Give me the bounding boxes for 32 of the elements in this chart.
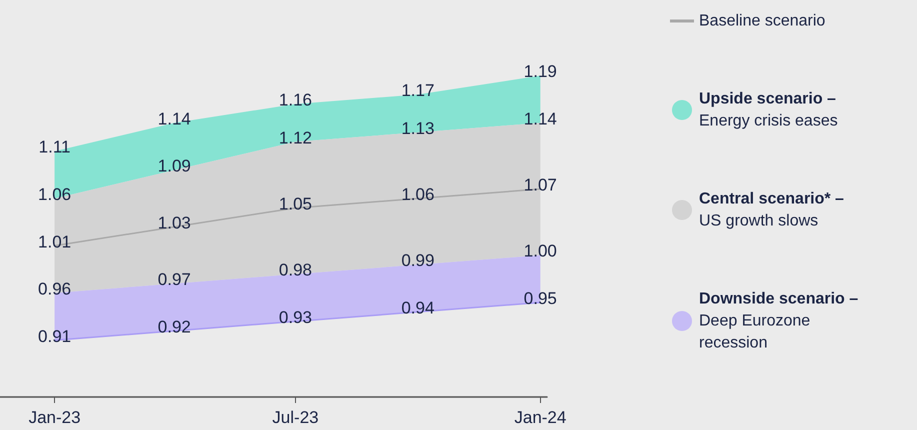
data-label: 1.06 — [38, 185, 72, 204]
data-label: 1.09 — [158, 156, 191, 176]
data-label: 1.14 — [524, 109, 557, 128]
data-label: 1.13 — [401, 118, 434, 138]
x-tick-label: Jan-24 — [514, 408, 566, 427]
data-label: 0.99 — [401, 251, 434, 270]
legend-label: Baseline scenario — [699, 12, 826, 30]
data-label: 0.97 — [158, 270, 191, 290]
data-label: 1.11 — [38, 138, 70, 157]
data-label: 1.14 — [158, 109, 191, 128]
data-label: 0.98 — [278, 260, 312, 280]
data-label: 1.03 — [158, 213, 191, 232]
data-label: 0.91 — [38, 326, 72, 346]
data-label: 0.92 — [158, 317, 191, 336]
legend-label: Central scenario* – US growth slows — [699, 190, 844, 230]
data-label: 1.12 — [278, 128, 312, 148]
data-label: 1.05 — [278, 194, 312, 214]
data-label: 0.94 — [401, 298, 434, 318]
data-label: 1.00 — [524, 242, 557, 261]
data-label: 1.16 — [278, 90, 312, 110]
data-label: 1.19 — [524, 62, 557, 82]
data-label: 0.96 — [38, 280, 72, 299]
data-label: 1.06 — [401, 185, 434, 204]
legend-label: Downside scenario – Deep Eurozone recession — [699, 290, 858, 352]
data-label: 0.93 — [278, 308, 312, 327]
x-tick-label: Jul-23 — [272, 408, 319, 427]
legend-label: Upside scenario – Energy crisis eases — [699, 90, 838, 130]
data-label: 1.07 — [524, 176, 557, 195]
data-label: 1.17 — [401, 81, 434, 100]
x-tick-label: Jan-23 — [28, 408, 81, 427]
data-label: 1.01 — [38, 232, 72, 252]
data-label: 0.95 — [524, 288, 557, 308]
